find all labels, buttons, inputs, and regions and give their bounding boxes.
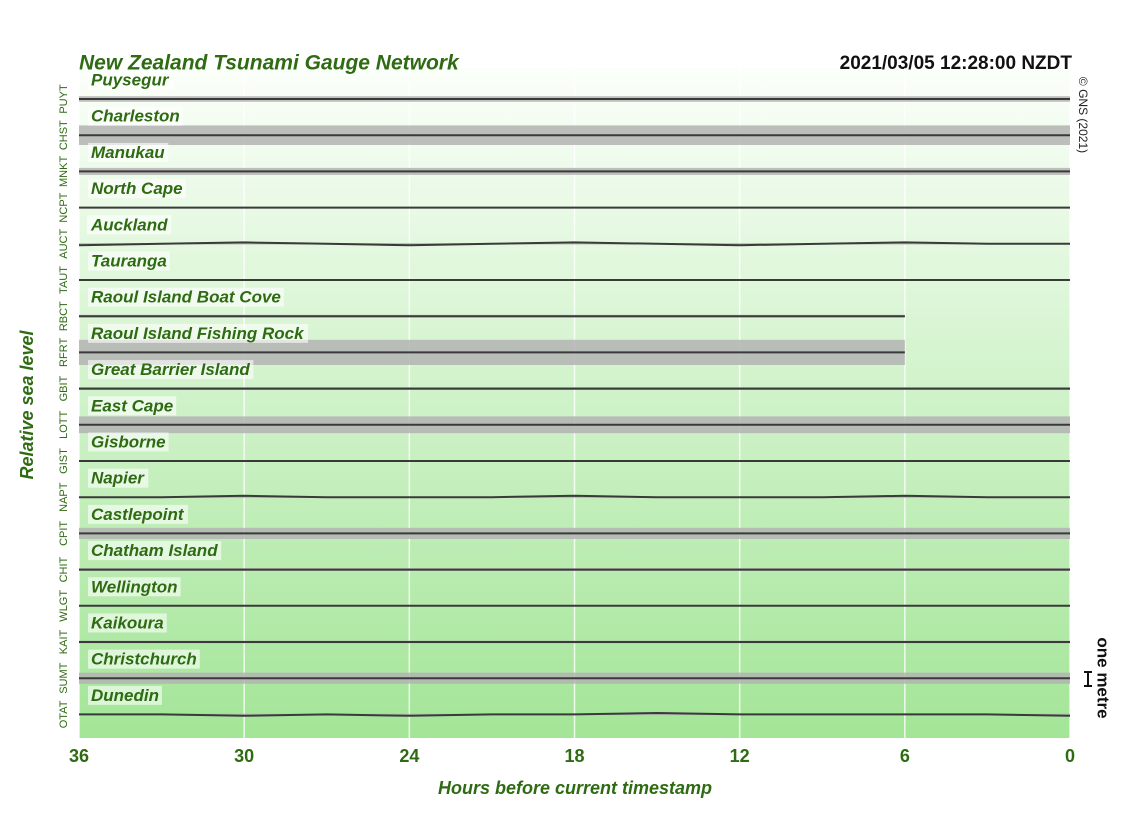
station-name: Raoul Island Boat Cove: [91, 288, 281, 307]
station-code: RFRT: [58, 338, 70, 367]
label-background: [88, 287, 284, 307]
station-name: Auckland: [90, 215, 168, 234]
station-name: North Cape: [91, 179, 183, 198]
y-axis-label: Relative sea level: [17, 329, 37, 479]
station-code: KAIT: [58, 629, 70, 654]
station-name: Raoul Island Fishing Rock: [91, 324, 305, 343]
station-name: Puysegur: [91, 70, 170, 89]
station-name: Kaikoura: [91, 613, 164, 632]
label-background: [88, 360, 254, 380]
station-code: MNKT: [58, 156, 70, 187]
trace: [79, 494, 1070, 499]
scale-label: one metre: [1094, 637, 1113, 718]
label-background: [88, 142, 169, 162]
label-background: [88, 251, 170, 271]
station-name: Gisborne: [91, 432, 166, 451]
x-axis-label: Hours before current timestamp: [438, 778, 712, 798]
label-background: [88, 323, 309, 343]
x-tick-label: 36: [69, 746, 89, 766]
station-name: East Cape: [91, 396, 173, 415]
timestamp: 2021/03/05 12:28:00 NZDT: [840, 53, 1073, 74]
station-code: GIST: [58, 448, 70, 474]
station-code: NAPT: [58, 482, 70, 512]
station-name: Dunedin: [91, 686, 159, 705]
label-background: [88, 468, 149, 488]
station-name: Great Barrier Island: [91, 360, 250, 379]
station-name: Christchurch: [91, 650, 197, 669]
label-background: [88, 106, 183, 126]
station-name: Wellington: [91, 577, 178, 596]
label-background: [88, 179, 186, 199]
station-code: GBIT: [58, 375, 70, 401]
station-code: CHST: [58, 120, 70, 150]
trace: [78, 241, 1070, 247]
noise-band: [79, 496, 1070, 498]
x-tick-label: 12: [730, 746, 750, 766]
x-tick-label: 18: [564, 746, 584, 766]
station-code: NCPT: [58, 192, 70, 222]
label-background: [88, 504, 188, 524]
noise-band: [79, 243, 1070, 245]
label-background: [88, 577, 181, 597]
station-code: PUYT: [58, 84, 70, 114]
station-code: CHIT: [58, 556, 70, 582]
label-background: [88, 685, 162, 705]
label-background: [87, 215, 172, 235]
label-background: [88, 432, 169, 452]
station-name: Tauranga: [91, 251, 167, 270]
station-code: CPIT: [58, 521, 70, 546]
chart-title: New Zealand Tsunami Gauge Network: [79, 52, 460, 75]
copyright: © GNS (2021): [1076, 77, 1090, 153]
x-tick-label: 24: [399, 746, 419, 766]
station-code: RBCT: [58, 301, 70, 331]
label-background: [88, 541, 222, 561]
label-background: [88, 649, 200, 669]
station-code: OTAT: [58, 700, 70, 728]
station-name: Chatham Island: [91, 541, 218, 560]
station-code: SUMT: [58, 662, 70, 693]
station-code: TAUT: [58, 266, 70, 294]
x-tick-label: 30: [234, 746, 254, 766]
label-background: [88, 70, 173, 90]
station-name: Castlepoint: [91, 505, 185, 524]
station-code: AUCT: [58, 229, 70, 259]
label-background: [88, 396, 177, 416]
station-code: WLGT: [58, 590, 70, 622]
station-code: LOTT: [58, 410, 70, 438]
station-name: Charleston: [91, 107, 180, 126]
x-tick-label: 6: [900, 746, 910, 766]
station-name: Manukau: [91, 143, 165, 162]
x-tick-label: 0: [1065, 746, 1075, 766]
trace: [79, 711, 1071, 717]
label-background: [88, 613, 167, 633]
station-name: Napier: [91, 469, 145, 488]
